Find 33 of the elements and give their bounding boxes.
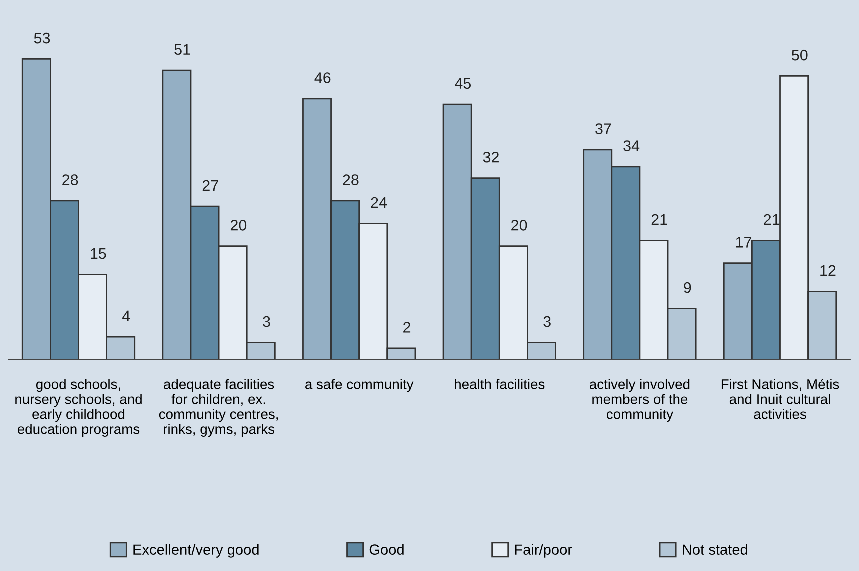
data-label: 3 <box>544 316 551 328</box>
x-tick-label: First Nations, Métis and Inuit cultural activities <box>722 379 840 420</box>
data-label: 2 <box>404 322 411 333</box>
data-label: 4 <box>122 310 130 322</box>
data-label: 20 <box>512 220 528 231</box>
data-label: 21 <box>652 214 668 226</box>
data-label: 32 <box>483 152 499 163</box>
legend-label: Excellent/very good <box>134 544 259 558</box>
data-label: 46 <box>314 72 331 84</box>
data-label: 20 <box>230 220 247 231</box>
legend-label: Fair/poor <box>515 544 572 558</box>
data-label: 3 <box>263 316 270 328</box>
x-tick-label: health facilities <box>455 379 545 390</box>
data-label: 53 <box>34 32 50 44</box>
data-label: 50 <box>792 50 808 61</box>
data-label: 51 <box>174 44 190 56</box>
data-label: 24 <box>371 197 388 208</box>
data-label: 27 <box>202 180 218 191</box>
x-tick-label: good schools, nursery schools, and early childhood education programs <box>16 379 142 437</box>
data-label: 17 <box>736 237 752 248</box>
data-label: 28 <box>343 174 359 186</box>
data-label: 34 <box>624 140 640 152</box>
legend-label: Not stated <box>683 544 748 555</box>
data-label: 28 <box>62 174 78 186</box>
data-label: 45 <box>455 78 472 90</box>
x-tick-label: actively involved members of the community <box>590 379 690 422</box>
data-label: 15 <box>91 248 106 260</box>
data-label: 12 <box>820 265 836 276</box>
data-label: 37 <box>596 124 612 134</box>
legend-label: Good <box>370 544 404 555</box>
x-tick-label: a safe community <box>306 379 414 392</box>
x-tick-label: adequate facilities for children, ex. community centres, rinks, gyms, parks <box>159 379 278 437</box>
data-label: 9 <box>684 282 692 294</box>
